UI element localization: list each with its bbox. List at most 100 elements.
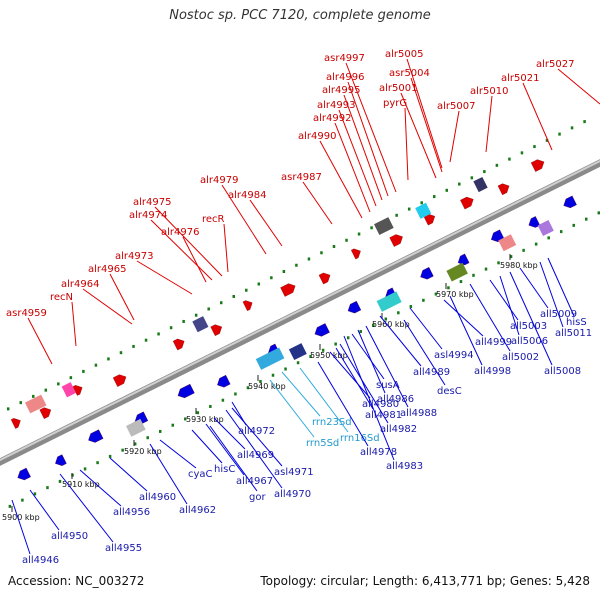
reverse-label-leader xyxy=(59,473,114,543)
guide-dot-reverse xyxy=(46,486,49,490)
guide-dot-forward xyxy=(545,138,549,142)
forward-gene-arrow xyxy=(280,283,296,297)
guide-dot-forward xyxy=(407,207,411,211)
guide-dot-forward xyxy=(332,245,336,249)
guide-dot-forward xyxy=(207,307,210,311)
accession-text: Accession: NC_003272 xyxy=(8,574,145,588)
forward-gene-box xyxy=(61,382,76,398)
reverse-label-leader xyxy=(191,429,223,464)
guide-dot-forward xyxy=(445,188,449,192)
guide-dot-reverse xyxy=(58,479,62,483)
guide-dot-forward xyxy=(94,363,98,367)
forward-label-leader xyxy=(347,81,389,197)
tick-label: 5950 kbp xyxy=(310,351,348,360)
guide-dot-forward xyxy=(558,132,561,136)
reverse-label-leader xyxy=(329,351,371,399)
guide-dot-reverse xyxy=(459,280,463,284)
reverse-label-leader xyxy=(11,499,31,555)
forward-gene-label: alr4965 xyxy=(88,264,126,275)
gene-features xyxy=(0,159,577,481)
reverse-gene-label: all4969 xyxy=(237,450,274,461)
reverse-label-leader xyxy=(547,257,575,317)
reverse-label-leader xyxy=(469,283,511,352)
guide-dot-reverse xyxy=(296,361,300,365)
map-title: Nostoc sp. PCC 7120, complete genome xyxy=(169,8,431,23)
reverse-gene-label: asl4971 xyxy=(274,467,314,478)
guide-dot-forward xyxy=(44,388,48,392)
guide-dot-reverse xyxy=(597,211,600,215)
forward-label-leader xyxy=(136,260,193,295)
reverse-label-leader xyxy=(339,343,389,424)
guide-dot-forward xyxy=(194,313,198,317)
forward-gene-label: alr4974 xyxy=(129,210,167,221)
guide-dot-reverse xyxy=(559,230,563,234)
guide-dot-forward xyxy=(295,263,298,267)
forward-gene-arrow xyxy=(39,407,52,419)
forward-gene-label: alr5021 xyxy=(501,73,539,84)
reverse-label-leader xyxy=(299,367,349,433)
forward-gene-arrow xyxy=(423,213,436,226)
reverse-gene-arrow xyxy=(528,216,541,228)
guide-dot-reverse xyxy=(359,330,362,334)
guide-dot-forward xyxy=(144,338,148,342)
reverse-gene-box xyxy=(498,234,517,252)
forward-gene-label: asr4997 xyxy=(324,53,365,64)
reverse-gene-label: all4986 xyxy=(377,394,414,405)
guide-dot-reverse xyxy=(509,255,513,259)
forward-gene-label: asr4959 xyxy=(6,308,47,319)
forward-label-leader xyxy=(338,109,377,207)
reverse-gene-label: all4950 xyxy=(51,531,88,542)
guide-dot-reverse xyxy=(21,498,24,502)
guide-dot-forward xyxy=(107,357,110,361)
reverse-gene-label: hisC xyxy=(214,464,235,475)
forward-gene-label: alr5007 xyxy=(437,101,475,112)
forward-gene-box xyxy=(192,316,209,333)
reverse-label-leader xyxy=(499,275,520,336)
reverse-label-leader xyxy=(159,439,197,469)
guide-dot-reverse xyxy=(271,373,275,377)
reverse-label-leader xyxy=(335,347,374,410)
forward-label-leader xyxy=(400,92,437,179)
reverse-gene-label: all4955 xyxy=(105,543,142,554)
forward-gene-arrow xyxy=(242,300,253,312)
tick-label: 5980 kbp xyxy=(500,261,538,270)
guide-dot-forward xyxy=(219,301,223,305)
reverse-gene-label: all4989 xyxy=(413,367,450,378)
guide-dot-reverse xyxy=(384,317,388,321)
guide-dot-forward xyxy=(533,145,536,149)
forward-gene-label: alr4993 xyxy=(317,100,355,111)
guide-dot-reverse xyxy=(234,392,237,396)
reverse-label-leader xyxy=(205,423,245,476)
reverse-gene-label: all5008 xyxy=(544,366,581,377)
guide-dot-reverse xyxy=(196,411,200,415)
forward-gene-label: alr4973 xyxy=(115,251,153,262)
guide-dot-reverse xyxy=(83,467,87,471)
forward-gene-label: alr5027 xyxy=(536,59,574,70)
reverse-gene-label: all4960 xyxy=(139,492,176,503)
forward-gene-label: alr4975 xyxy=(133,197,171,208)
coordinate-ticks: 5900 kbp 5910 kbp 5920 kbp 5930 kbp 5940 kbp… xyxy=(2,254,538,522)
reverse-label-leader xyxy=(213,417,246,450)
guide-dot-forward xyxy=(245,288,248,292)
forward-gene-arrow xyxy=(112,374,127,387)
guide-dot-reverse xyxy=(221,398,225,402)
reverse-gene-label: susA xyxy=(376,380,400,391)
reverse-gene-label: rrn5Sd xyxy=(306,438,339,449)
reverse-label-leader xyxy=(519,267,549,309)
forward-label-leader xyxy=(302,181,333,225)
reverse-gene-box xyxy=(376,291,402,312)
guide-dot-reverse xyxy=(422,298,425,302)
forward-gene-label: alr5005 xyxy=(385,49,423,60)
reverse-gene-label: all4946 xyxy=(22,555,59,566)
genome-backbone xyxy=(0,159,600,466)
reverse-gene-label: all4980 xyxy=(362,399,399,410)
forward-gene-arrow xyxy=(389,234,403,247)
guide-dot-forward xyxy=(508,157,511,161)
forward-label-leader xyxy=(404,107,409,181)
forward-label-leader xyxy=(345,62,397,193)
guide-dot-forward xyxy=(570,126,574,130)
reverse-label-leader xyxy=(357,329,386,394)
forward-gene-label: alr4979 xyxy=(200,175,238,186)
guide-dot-reverse xyxy=(572,223,575,227)
